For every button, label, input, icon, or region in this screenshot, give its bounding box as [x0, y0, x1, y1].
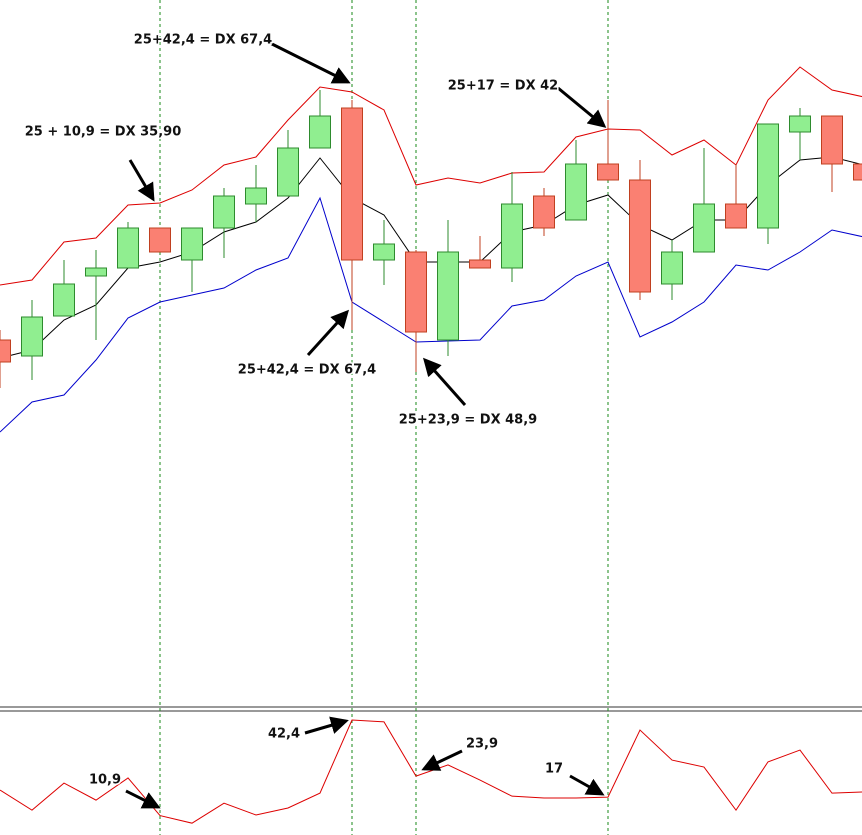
annotation-arrow	[306, 309, 350, 357]
annotation: 10,9	[89, 773, 121, 788]
annotation-arrow	[269, 41, 351, 84]
candle-body	[565, 163, 587, 221]
candle-body	[757, 123, 779, 229]
annotation: 25 + 10,9 = DX 35,90	[25, 125, 182, 140]
candle-body	[821, 115, 843, 165]
band-line	[0, 196, 862, 433]
candle-body	[853, 163, 862, 181]
candle-body	[149, 227, 171, 253]
candle-body	[117, 227, 139, 269]
candle-body	[341, 107, 363, 261]
candle-body	[501, 203, 523, 269]
annotation: 42,4	[268, 727, 300, 742]
candle-body	[53, 283, 75, 317]
candle-body	[597, 163, 619, 181]
annotation-arrow	[128, 159, 155, 202]
annotation: 25+42,4 = DX 67,4	[238, 363, 376, 378]
candle-body	[85, 267, 107, 277]
indicator-line	[0, 719, 862, 824]
annotation: 23,9	[466, 737, 498, 752]
candle-body	[661, 251, 683, 285]
candle-body	[21, 316, 43, 357]
candle-body	[373, 243, 395, 261]
annotation-arrow	[125, 789, 161, 809]
candle-body	[181, 227, 203, 261]
candle-body	[629, 179, 651, 293]
candle-body	[533, 195, 555, 229]
candle-body	[277, 147, 299, 197]
candle-body	[789, 115, 811, 133]
band-line	[0, 66, 862, 286]
candle-body	[437, 251, 459, 341]
divider	[0, 706, 862, 712]
annotation: 25+42,4 = DX 67,4	[134, 33, 272, 48]
band-line	[0, 156, 862, 359]
annotation: 25+23,9 = DX 48,9	[399, 413, 537, 428]
candle-body	[245, 187, 267, 205]
annotation-arrow	[421, 749, 463, 771]
annotation: 25+17 = DX 42	[448, 79, 558, 94]
candle-body	[0, 339, 11, 363]
annotation-arrow	[569, 774, 605, 796]
candle-body	[725, 203, 747, 229]
candle-body	[693, 203, 715, 253]
annotation-arrow	[557, 86, 607, 128]
annotation-arrow	[304, 716, 349, 735]
annotation: 17	[545, 762, 563, 777]
candle-body	[405, 251, 427, 333]
marker-lines	[159, 0, 609, 835]
candle-body	[309, 115, 331, 149]
candle-body	[469, 259, 491, 269]
candle-body	[213, 195, 235, 229]
annotation-arrow	[423, 357, 467, 406]
